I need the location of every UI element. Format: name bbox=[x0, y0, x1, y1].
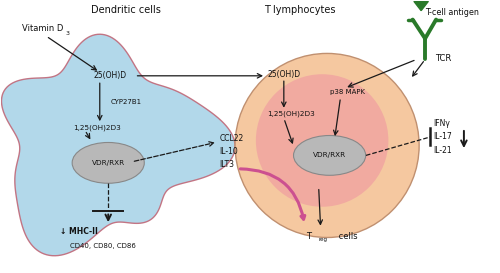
Text: IFNγ: IFNγ bbox=[433, 118, 450, 127]
Text: 1,25(OH)2D3: 1,25(OH)2D3 bbox=[74, 125, 121, 131]
Text: 1,25(OH)2D3: 1,25(OH)2D3 bbox=[268, 111, 315, 117]
Ellipse shape bbox=[72, 143, 144, 183]
Text: CD40, CD80, CD86: CD40, CD80, CD86 bbox=[70, 244, 136, 250]
Text: IL-10: IL-10 bbox=[219, 147, 238, 156]
Text: 3: 3 bbox=[66, 31, 70, 36]
Text: IL-21: IL-21 bbox=[433, 146, 452, 155]
Text: IL-17: IL-17 bbox=[433, 132, 452, 141]
Ellipse shape bbox=[294, 135, 366, 175]
Polygon shape bbox=[414, 0, 428, 11]
Text: cells: cells bbox=[336, 232, 357, 241]
Text: 25(OH)D: 25(OH)D bbox=[94, 71, 126, 80]
Polygon shape bbox=[2, 34, 235, 256]
Circle shape bbox=[235, 54, 419, 238]
Text: 25(OH)D: 25(OH)D bbox=[268, 70, 300, 79]
Text: ↓ MHC-II: ↓ MHC-II bbox=[60, 227, 98, 236]
Text: T lymphocytes: T lymphocytes bbox=[264, 5, 336, 15]
Text: VDR/RXR: VDR/RXR bbox=[313, 152, 346, 158]
Text: p38 MAPK: p38 MAPK bbox=[330, 89, 364, 95]
Text: Dendritic cells: Dendritic cells bbox=[90, 5, 160, 15]
FancyArrowPatch shape bbox=[240, 169, 305, 219]
Text: TCR: TCR bbox=[435, 54, 452, 63]
Circle shape bbox=[256, 74, 388, 207]
Text: CCL22: CCL22 bbox=[219, 135, 244, 144]
Text: ILT3: ILT3 bbox=[219, 160, 234, 169]
Text: VDR/RXR: VDR/RXR bbox=[92, 160, 125, 166]
Text: T-cell antigen: T-cell antigen bbox=[425, 8, 479, 17]
Text: reg: reg bbox=[318, 238, 328, 242]
Text: T: T bbox=[306, 232, 310, 241]
Text: Vitamin D: Vitamin D bbox=[22, 24, 64, 33]
Text: CYP27B1: CYP27B1 bbox=[110, 99, 142, 105]
